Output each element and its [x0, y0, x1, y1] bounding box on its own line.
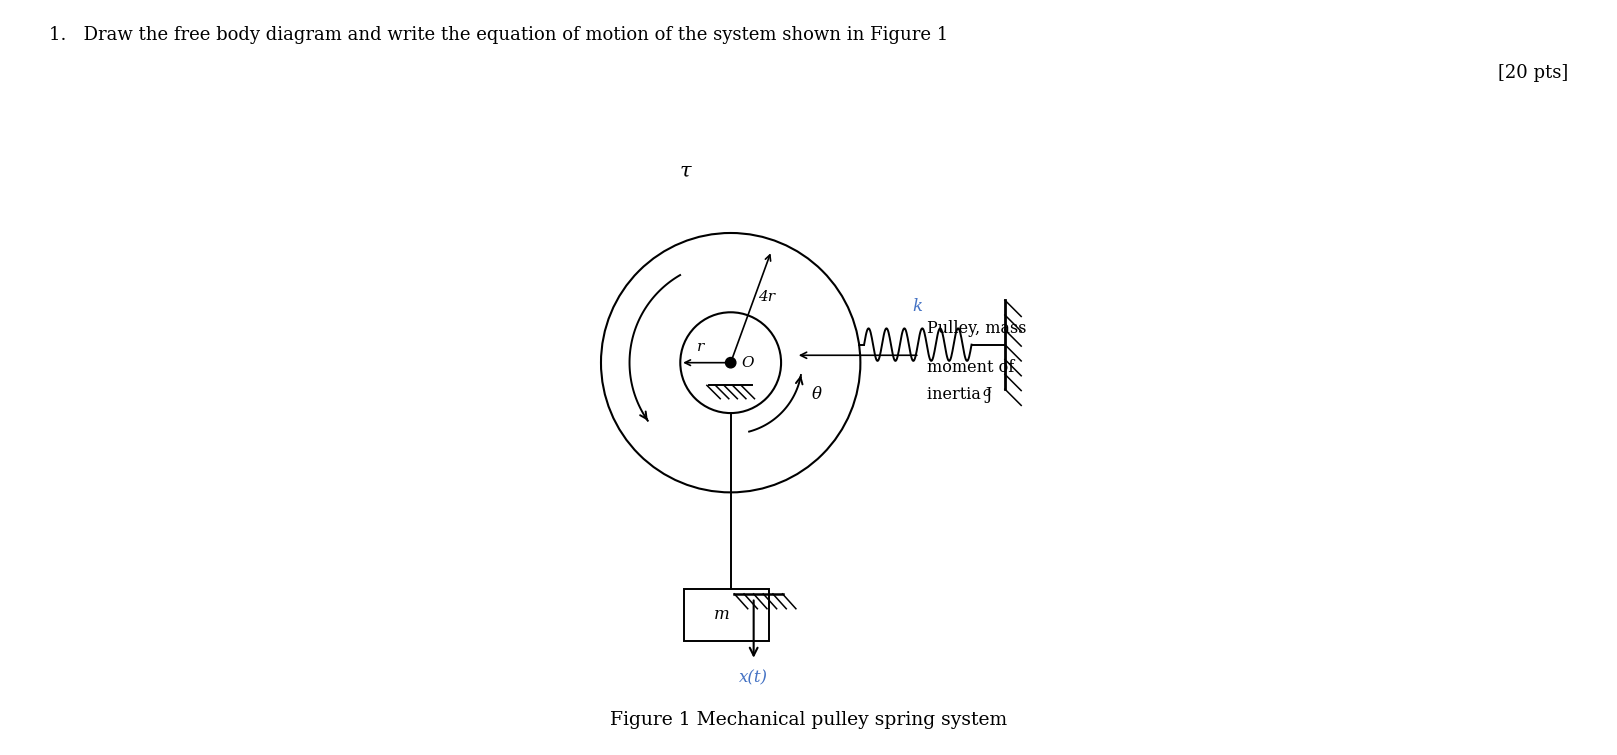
- Circle shape: [726, 357, 736, 368]
- Text: 1.   Draw the free body diagram and write the equation of motion of the system s: 1. Draw the free body diagram and write …: [49, 26, 948, 45]
- Text: x(t): x(t): [739, 670, 768, 686]
- Text: τ: τ: [679, 162, 690, 181]
- Text: k: k: [912, 298, 923, 315]
- Text: Pulley, mass: Pulley, mass: [927, 319, 1027, 337]
- Text: m: m: [715, 606, 729, 623]
- Text: 4r: 4r: [758, 290, 775, 304]
- Text: r: r: [697, 340, 703, 354]
- Text: O: O: [742, 356, 754, 370]
- Text: θ: θ: [812, 386, 821, 403]
- Text: [20 pts]: [20 pts]: [1499, 64, 1568, 82]
- Text: o: o: [983, 387, 991, 399]
- Text: moment of: moment of: [927, 359, 1014, 376]
- Text: Figure 1 Mechanical pulley spring system: Figure 1 Mechanical pulley spring system: [610, 710, 1007, 729]
- Bar: [684, 589, 770, 640]
- Text: inertia J: inertia J: [927, 387, 993, 403]
